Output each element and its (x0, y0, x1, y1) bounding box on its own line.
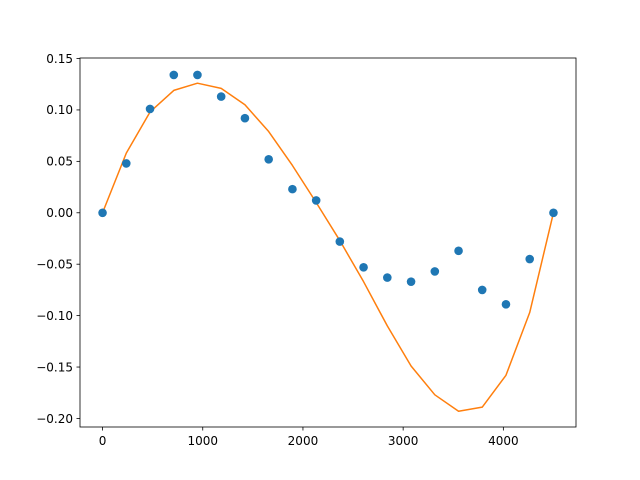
x-tick-label: 2000 (288, 434, 319, 448)
data-point (406, 277, 416, 286)
x-tick-label: 4000 (488, 434, 519, 448)
y-tick-label: 0.00 (46, 206, 73, 220)
data-point (383, 273, 392, 282)
data-point (264, 155, 273, 164)
y-tick-label: −0.15 (36, 360, 73, 374)
data-point (549, 208, 558, 218)
y-tick-label: −0.10 (36, 309, 73, 323)
y-tick-label: 0.10 (46, 103, 73, 117)
data-point (359, 262, 368, 272)
data-point (145, 104, 155, 114)
y-tick-label: −0.20 (36, 412, 73, 426)
y-tick-label: 0.05 (46, 155, 73, 169)
data-point (477, 285, 487, 295)
data-point (121, 159, 131, 168)
data-point (216, 92, 226, 101)
y-tick-label: 0.15 (46, 52, 73, 66)
data-point (240, 113, 250, 123)
plot-frame (79, 57, 577, 428)
data-point (335, 237, 345, 246)
data-point (288, 184, 297, 194)
data-point (525, 254, 535, 264)
data-point (311, 196, 321, 205)
y-axis: 0.15 0.10 0.05 0.00 −0.05 −0.10 −0.15 −0.20 (36, 52, 80, 426)
x-axis: 0 1000 2000 3000 4000 (99, 427, 519, 448)
data-point (193, 70, 202, 80)
x-tick-label: 0 (99, 434, 107, 448)
data-point (454, 246, 463, 256)
data-point (430, 267, 440, 276)
data-point (169, 70, 179, 80)
y-tick-label: −0.05 (36, 257, 73, 271)
plot-area (79, 57, 577, 428)
data-point (98, 208, 107, 218)
data-point (501, 300, 511, 309)
x-tick-label: 1000 (187, 434, 218, 448)
x-tick-label: 3000 (388, 434, 419, 448)
series-line (101, 82, 555, 413)
